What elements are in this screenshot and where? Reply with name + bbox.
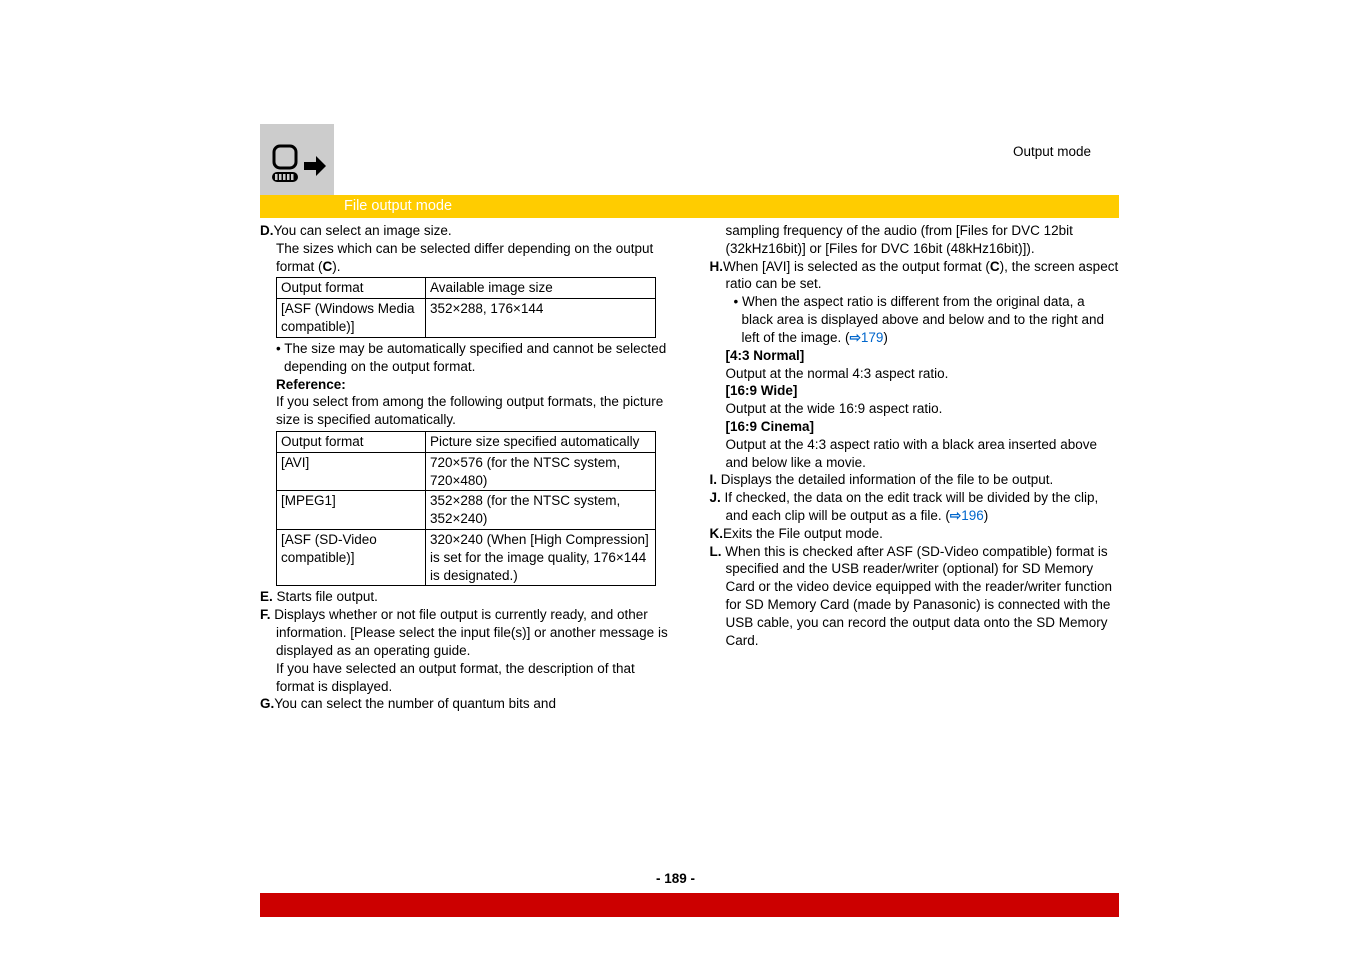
table-output-format-1: Output format Available image size [ASF … [276, 277, 656, 337]
label-i: I. [710, 472, 718, 487]
t2-r2c2: 352×288 (for the NTSC system, 352×240) [426, 491, 656, 530]
reference-label: Reference: [260, 376, 670, 394]
text-f1: Displays whether or not file output is c… [274, 607, 667, 658]
label-g: G. [260, 696, 274, 711]
arrow-icon-2: ⇨ [950, 508, 961, 523]
label-l: L. [710, 544, 722, 559]
t2-h2: Picture size specified automatically [426, 431, 656, 452]
text-f2: If you have selected an output format, t… [260, 660, 670, 696]
text-j-a: If checked, the data on the edit track w… [725, 490, 1099, 523]
text-d1: You can select an image size. [274, 223, 452, 238]
table-output-format-2: Output format Picture size specified aut… [276, 431, 656, 587]
h-169c-label: [16:9 Cinema] [710, 418, 1120, 436]
label-j: J. [710, 490, 721, 505]
text-l: When this is checked after ASF (SD-Video… [725, 544, 1112, 648]
arrow-icon: ⇨ [850, 330, 861, 345]
t1-h2: Available image size [426, 278, 656, 299]
header-mode: Output mode [1013, 144, 1091, 159]
h-43-text: Output at the normal 4:3 aspect ratio. [710, 365, 1120, 383]
text-d3: ). [332, 259, 340, 274]
left-column: D.You can select an image size. The size… [260, 222, 670, 713]
link-179[interactable]: 179 [861, 330, 884, 345]
reference-text: If you select from among the following o… [260, 393, 670, 429]
label-f: F. [260, 607, 271, 622]
text-i: Displays the detailed information of the… [721, 472, 1053, 487]
page-number: - 189 - [0, 871, 1351, 886]
link-196[interactable]: 196 [961, 508, 984, 523]
label-h: H. [710, 259, 724, 274]
text-g: You can select the number of quantum bit… [274, 696, 556, 711]
h-43-label: [4:3 Normal] [710, 347, 1120, 365]
text-h1: When [AVI] is selected as the output for… [723, 259, 990, 274]
t1-r1c2: 352×288, 176×144 [426, 299, 656, 338]
t2-r2c1: [MPEG1] [277, 491, 426, 530]
t2-r1c2: 720×576 (for the NTSC system, 720×480) [426, 452, 656, 491]
h-169-label: [16:9 Wide] [710, 382, 1120, 400]
t1-r1c1: [ASF (Windows Media compatible)] [277, 299, 426, 338]
t2-r3c1: [ASF (SD-Video compatible)] [277, 530, 426, 586]
t1-h1: Output format [277, 278, 426, 299]
t2-r1c1: [AVI] [277, 452, 426, 491]
text-k: Exits the File output mode. [723, 526, 883, 541]
footer-bar [260, 893, 1119, 917]
h-169c-text: Output at the 4:3 aspect ratio with a bl… [710, 436, 1120, 472]
t2-h1: Output format [277, 431, 426, 452]
title-text: File output mode [344, 198, 452, 214]
c-ref: C [323, 259, 333, 274]
label-e: E. [260, 589, 273, 604]
right-column: sampling frequency of the audio (from [F… [710, 222, 1120, 713]
c-ref-2: C [990, 259, 1000, 274]
header-icon [272, 142, 328, 186]
text-j-b: ) [984, 508, 989, 523]
label-d: D. [260, 223, 274, 238]
bullet-size: • The size may be automatically specifie… [260, 340, 670, 376]
text-h-bullet-a: • When the aspect ratio is different fro… [734, 294, 1105, 345]
text-h-bullet-b: ) [883, 330, 888, 345]
h-169-text: Output at the wide 16:9 aspect ratio. [710, 400, 1120, 418]
label-k: K. [710, 526, 724, 541]
t2-r3c2: 320×240 (When [High Compression] is set … [426, 530, 656, 586]
text-e: Starts file output. [277, 589, 378, 604]
text-g-cont: sampling frequency of the audio (from [F… [710, 222, 1120, 258]
